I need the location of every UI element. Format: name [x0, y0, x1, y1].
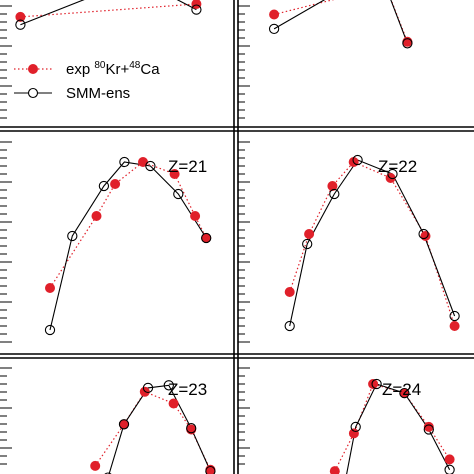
model-point-bottom-left-5 — [205, 465, 216, 474]
model-line-mid-left — [49, 161, 207, 331]
exp-point-top-right-0 — [269, 9, 280, 20]
model-point-bottom-right-5 — [444, 464, 455, 474]
model-line-top-left — [20, 0, 197, 26]
legend-model-marker — [27, 87, 39, 99]
model-point-mid-right-4 — [387, 168, 398, 180]
panel-top-left — [15, 0, 202, 30]
exp-point-mid-left-5 — [190, 211, 201, 221]
exp-point-bottom-left-3 — [168, 398, 179, 409]
legend-exp-sup1: 80 — [94, 60, 106, 71]
model-point-mid-right-6 — [449, 310, 460, 322]
model-point-mid-left-1 — [67, 230, 78, 242]
exp-point-mid-left-6 — [201, 233, 212, 243]
exp-point-bottom-right-5 — [444, 454, 455, 465]
model-point-bottom-right-4 — [423, 424, 434, 435]
exp-line-top-left — [20, 3, 197, 18]
model-point-mid-right-1 — [302, 238, 313, 250]
model-point-mid-right-2 — [329, 188, 340, 200]
exp-point-mid-right-6 — [449, 321, 460, 331]
model-line-bottom-left — [108, 384, 211, 474]
exp-line-top-right — [273, 0, 408, 43]
model-point-mid-left-5 — [173, 188, 184, 200]
exp-point-bottom-right-1 — [348, 428, 359, 439]
model-point-bottom-left-4 — [186, 423, 197, 434]
exp-point-mid-left-2 — [110, 179, 121, 189]
exp-point-bottom-right-4 — [423, 421, 434, 432]
legend-model-label: SMM-ens — [66, 85, 130, 102]
exp-point-mid-right-0 — [284, 287, 295, 297]
exp-point-bottom-right-0 — [329, 466, 340, 474]
panel-bottom-left — [90, 380, 216, 474]
exp-point-bottom-left-1 — [119, 419, 129, 430]
panel-label-mid-right: Z=22 — [378, 157, 417, 176]
exp-point-mid-right-2 — [327, 181, 338, 191]
model-point-mid-left-4 — [145, 160, 156, 172]
exp-point-mid-left-4 — [169, 169, 180, 179]
model-point-top-left-0 — [15, 19, 26, 30]
model-point-bottom-right-1 — [350, 421, 361, 433]
model-point-top-right-2 — [402, 38, 413, 49]
panel-plots — [15, 0, 460, 474]
model-point-mid-right-5 — [418, 228, 429, 240]
model-point-mid-left-6 — [201, 232, 212, 244]
legend-exp-prefix: exp — [66, 61, 94, 78]
model-point-top-right-0 — [268, 23, 280, 35]
exp-point-bottom-right-3 — [399, 388, 410, 399]
legend-exp-sup2: 48 — [129, 60, 141, 71]
model-line-top-right — [273, 0, 408, 44]
panel-bottom-right — [329, 378, 455, 474]
model-point-mid-left-0 — [44, 324, 56, 336]
exp-point-mid-left-1 — [91, 211, 102, 221]
exp-point-mid-right-1 — [304, 229, 315, 239]
exp-line-mid-right — [289, 161, 456, 327]
model-point-mid-right-3 — [352, 154, 363, 166]
model-point-mid-left-2 — [98, 180, 110, 192]
exp-point-top-left-0 — [15, 11, 26, 22]
exp-point-mid-left-3 — [138, 157, 148, 167]
model-point-mid-right-0 — [284, 320, 295, 332]
exp-point-bottom-right-2 — [368, 379, 379, 389]
exp-line-mid-left — [49, 161, 207, 289]
exp-point-mid-left-0 — [45, 283, 55, 293]
model-point-top-left-2 — [191, 4, 202, 15]
panel-mid-right — [284, 154, 460, 332]
legend-exp-suffix: Ca — [140, 61, 160, 78]
model-point-bottom-left-2 — [142, 382, 154, 394]
model-point-bottom-right-2 — [371, 378, 382, 390]
model-point-bottom-right-3 — [399, 387, 410, 399]
legend: exp 80Kr+48Ca SMM-ens — [14, 60, 160, 102]
panel-label-bottom-right: Z=24 — [382, 380, 421, 399]
model-line-mid-right — [289, 159, 456, 327]
model-point-bottom-left-1 — [118, 419, 130, 430]
exp-line-bottom-left — [94, 391, 211, 471]
model-point-bottom-left-3 — [163, 380, 174, 391]
panel-top-right — [268, 0, 413, 49]
panel-mid-left — [44, 156, 212, 336]
legend-exp-marker — [28, 64, 38, 74]
exp-point-mid-right-5 — [420, 231, 431, 241]
legend-exp-mid: Kr+ — [105, 61, 129, 78]
model-point-bottom-left-0 — [104, 472, 112, 474]
panel-label-mid-left: Z=21 — [168, 157, 207, 176]
legend-exp-label: exp 80Kr+48Ca — [66, 60, 160, 78]
panel-label-bottom-left: Z=23 — [168, 380, 207, 399]
exp-point-bottom-left-0 — [90, 460, 101, 471]
model-point-mid-left-3 — [119, 156, 130, 168]
